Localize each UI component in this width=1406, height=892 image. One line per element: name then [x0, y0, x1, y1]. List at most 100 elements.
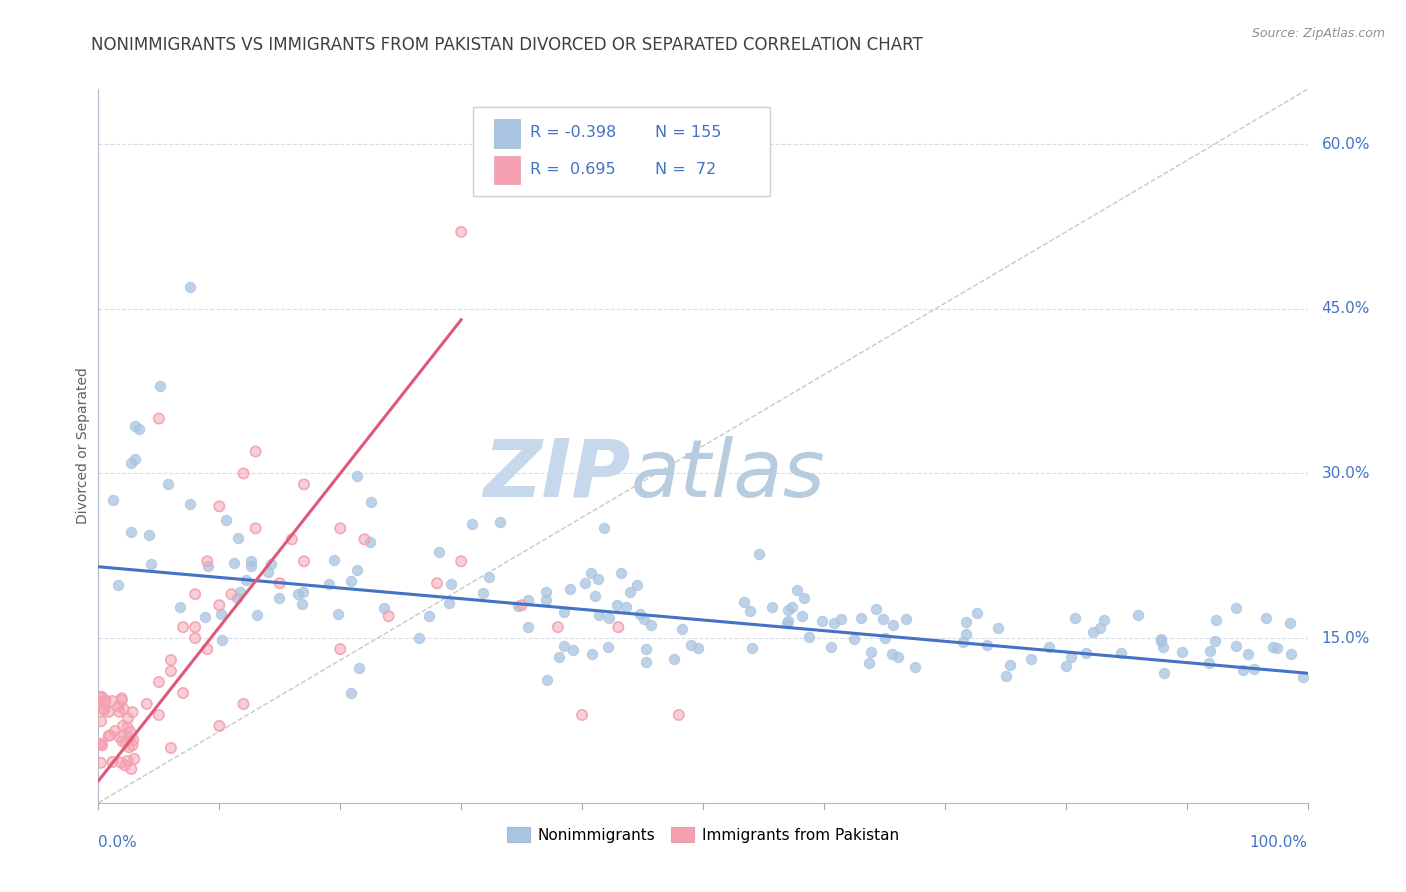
Point [1232, 663, 1254, 677]
Point [117, 721, 139, 735]
Point [184, 620, 207, 634]
Point [291, 597, 314, 611]
Point [222, 556, 245, 570]
Point [208, 719, 231, 733]
Point [124, 752, 146, 766]
Point [208, 500, 231, 514]
Point [865, 602, 887, 616]
Point [121, 739, 143, 753]
Point [292, 477, 315, 491]
Point [101, 755, 124, 769]
Point [120, 724, 142, 739]
Point [195, 554, 218, 568]
Point [586, 572, 609, 586]
Point [987, 621, 1010, 635]
Point [91, 739, 114, 753]
Point [510, 598, 533, 612]
Point [149, 378, 172, 392]
Point [488, 515, 510, 529]
Point [117, 754, 139, 768]
Text: 60.0%: 60.0% [1322, 136, 1369, 152]
Point [179, 497, 201, 511]
Point [329, 642, 352, 657]
Point [148, 708, 170, 723]
Point [114, 736, 136, 750]
Point [510, 598, 533, 612]
Point [780, 599, 803, 614]
Point [160, 664, 183, 678]
Point [534, 592, 557, 607]
Point [94, 693, 117, 707]
Point [633, 612, 655, 626]
Point [1128, 608, 1150, 623]
Point [120, 762, 142, 776]
Text: Source: ZipAtlas.com: Source: ZipAtlas.com [1251, 27, 1385, 40]
Point [607, 620, 630, 634]
Point [245, 444, 267, 458]
Point [160, 664, 183, 678]
Point [121, 705, 143, 719]
Text: 15.0%: 15.0% [1322, 631, 1369, 646]
Point [790, 608, 813, 623]
Point [786, 582, 808, 597]
Text: N =  72: N = 72 [655, 162, 716, 178]
Point [117, 721, 139, 735]
Point [328, 607, 350, 621]
Point [89, 697, 111, 711]
Bar [494, 119, 520, 147]
Point [761, 600, 783, 615]
Point [269, 576, 291, 591]
Bar [494, 156, 520, 185]
Point [89, 697, 111, 711]
Point [120, 524, 142, 539]
Point [101, 694, 124, 708]
Point [733, 595, 755, 609]
Point [811, 614, 834, 628]
Point [232, 697, 254, 711]
Point [107, 578, 129, 592]
Point [160, 653, 183, 667]
Point [110, 756, 132, 770]
Point [114, 758, 136, 772]
Point [94, 693, 117, 707]
Point [138, 528, 160, 542]
Point [976, 638, 998, 652]
Point [87, 690, 110, 704]
Point [124, 752, 146, 766]
Point [353, 533, 375, 547]
Point [112, 702, 135, 716]
Point [97, 729, 120, 743]
Point [1292, 669, 1315, 683]
Point [579, 566, 602, 580]
Point [292, 585, 315, 599]
Point [239, 554, 262, 568]
Point [208, 598, 231, 612]
Point [955, 627, 977, 641]
Point [232, 467, 254, 481]
Point [450, 554, 472, 568]
Point [208, 598, 231, 612]
Point [107, 699, 129, 714]
Point [998, 657, 1021, 672]
Point [872, 612, 894, 626]
Text: R = -0.398: R = -0.398 [530, 125, 616, 140]
Point [97, 705, 120, 719]
Point [90, 714, 112, 729]
Point [553, 605, 575, 619]
Point [128, 422, 150, 436]
Point [148, 675, 170, 690]
Point [179, 280, 201, 294]
Point [195, 642, 218, 657]
Point [90, 737, 112, 751]
Point [1243, 663, 1265, 677]
Point [108, 730, 131, 744]
Point [1237, 647, 1260, 661]
Point [139, 557, 162, 571]
Point [359, 535, 381, 549]
Point [118, 731, 141, 746]
FancyBboxPatch shape [474, 107, 769, 196]
Point [450, 554, 472, 568]
Point [830, 612, 852, 626]
Point [120, 762, 142, 776]
Point [340, 574, 363, 588]
